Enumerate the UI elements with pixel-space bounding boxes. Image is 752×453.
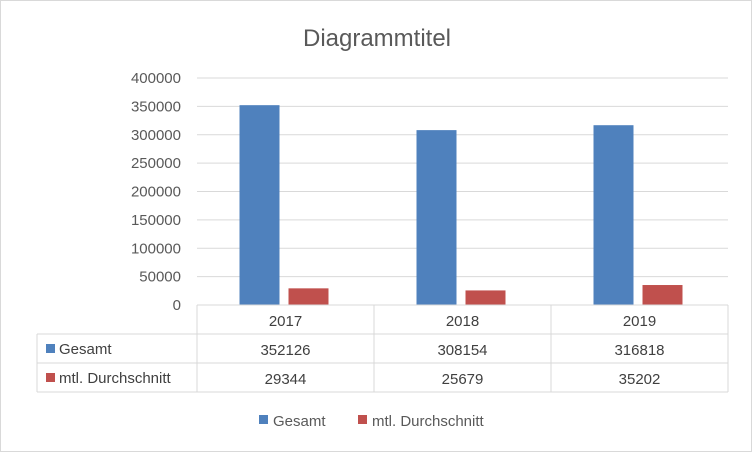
y-tick-label: 400000: [131, 70, 181, 87]
bar-durchschnitt-2018: [465, 290, 506, 305]
category-label: 2018: [446, 313, 479, 330]
bar-gesamt-2017: [239, 105, 280, 306]
y-tick-label: 350000: [131, 98, 181, 115]
category-label: 2019: [623, 313, 656, 330]
data-table: 2017 2018 2019 Gesamt 352126 308154 316818 mtl.…: [36, 304, 729, 393]
bar-durchschnitt-2019: [642, 285, 683, 305]
y-axis-ticks: 0 50000 100000 150000 200000 250000 300000 3500…: [131, 70, 181, 314]
table-value: 25679: [442, 371, 484, 388]
y-tick-label: 150000: [131, 212, 181, 229]
table-value: 316818: [614, 342, 664, 359]
y-tick-label: 0: [173, 297, 181, 314]
gridlines: [197, 77, 728, 306]
legend-label: mtl. Durchschnitt: [372, 413, 485, 430]
legend: Gesamt mtl. Durchschnitt: [259, 413, 485, 430]
legend-swatch: [358, 415, 367, 424]
y-tick-label: 100000: [131, 240, 181, 257]
table-value: 308154: [437, 342, 487, 359]
chart-title: Diagrammtitel: [303, 25, 451, 52]
bar-gesamt-2018: [416, 130, 457, 305]
y-tick-label: 50000: [139, 269, 181, 286]
bars: [239, 105, 683, 306]
table-value: 29344: [265, 371, 307, 388]
y-tick-label: 200000: [131, 184, 181, 201]
legend-swatch: [259, 415, 268, 424]
table-value: 352126: [260, 342, 310, 359]
table-legend-key: [46, 344, 55, 353]
bar-gesamt-2019: [593, 125, 634, 306]
table-legend-key: [46, 373, 55, 382]
bar-durchschnitt-2017: [288, 288, 329, 305]
table-value: 35202: [619, 371, 661, 388]
legend-label: Gesamt: [273, 413, 326, 430]
y-tick-label: 300000: [131, 127, 181, 144]
table-series-name: Gesamt: [59, 341, 112, 358]
table-series-name: mtl. Durchschnitt: [59, 370, 172, 387]
y-tick-label: 250000: [131, 155, 181, 172]
category-label: 2017: [269, 313, 302, 330]
